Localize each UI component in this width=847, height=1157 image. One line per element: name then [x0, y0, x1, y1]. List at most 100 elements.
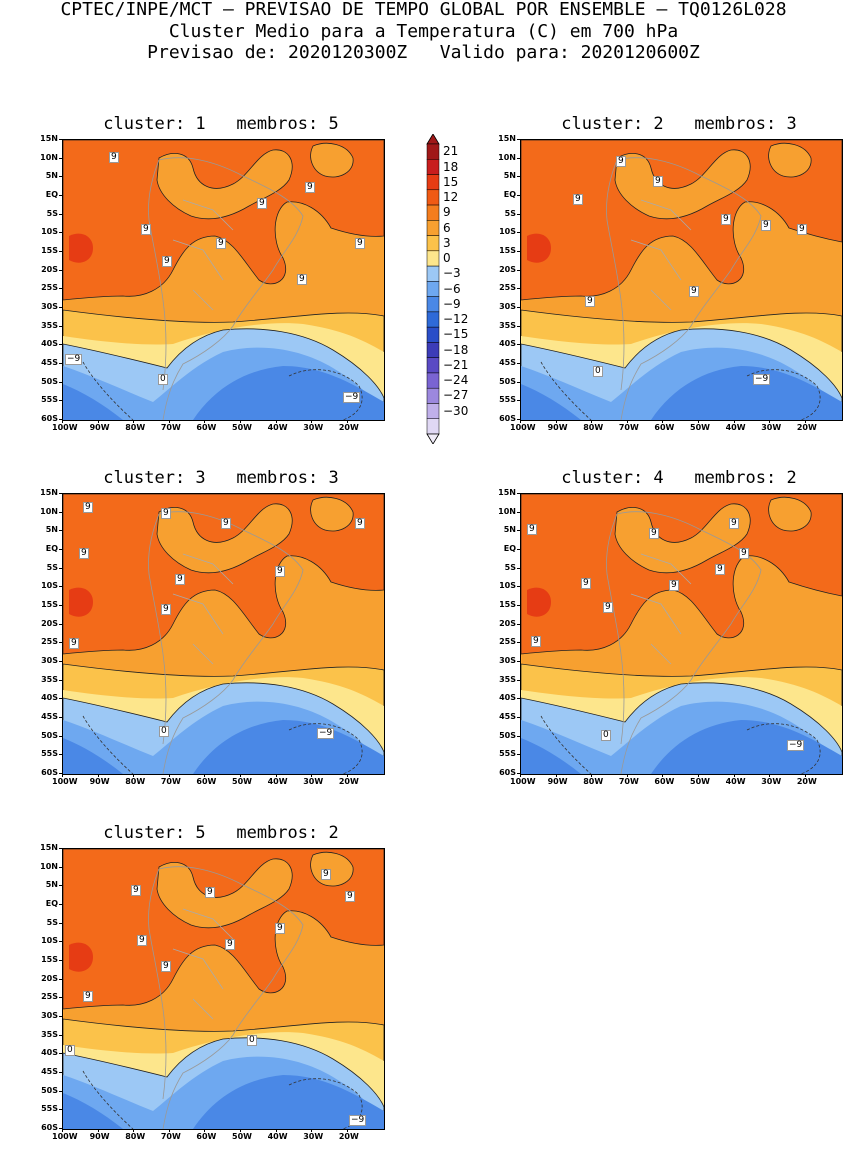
- lat-label: 25S: [499, 637, 516, 647]
- lat-label: 5S: [504, 208, 516, 218]
- lon-tick: [555, 420, 557, 423]
- lat-label: 10N: [40, 152, 58, 162]
- colorbar-level: −24: [443, 373, 469, 388]
- lat-tick: [59, 549, 62, 550]
- lat-tick: [59, 139, 62, 140]
- lat-label: 45S: [499, 358, 516, 367]
- contour-label: 9: [221, 518, 231, 529]
- lat-label: 5N: [45, 171, 58, 181]
- contour-label: 9: [305, 182, 315, 193]
- contour-label: −9: [753, 374, 771, 385]
- lat-tick: [59, 307, 62, 308]
- contour-label: 9: [137, 935, 147, 946]
- panel-title-2: cluster: 2 membros: 3: [561, 114, 797, 134]
- lat-tick: [59, 922, 62, 924]
- lat-tick: [59, 325, 62, 327]
- colorbar-level: −27: [443, 388, 469, 403]
- lon-tick: [275, 420, 277, 423]
- lat-tick: [517, 157, 520, 159]
- lat-tick: [517, 567, 520, 569]
- lat-label: 45S: [41, 712, 58, 721]
- lat-tick: [517, 773, 520, 774]
- contour-label: 9: [355, 238, 365, 249]
- lat-tick: [59, 661, 62, 662]
- contour-label: 9: [109, 152, 119, 163]
- lat-tick: [59, 1072, 62, 1073]
- contour-label: 9: [257, 198, 267, 209]
- map-field: [521, 494, 842, 774]
- lon-label: 70W: [160, 1132, 181, 1141]
- contour-label: 9: [141, 224, 151, 235]
- lat-tick: [517, 698, 520, 700]
- lat-tick: [517, 735, 520, 737]
- lat-tick: [517, 493, 520, 494]
- lat-label: 10N: [498, 152, 516, 162]
- lat-label: 10N: [40, 861, 58, 871]
- lat-label: 15S: [41, 600, 58, 609]
- lon-label: 90W: [89, 423, 110, 432]
- contour-label: 9: [761, 220, 771, 231]
- contour-label: 9: [345, 891, 355, 902]
- lat-tick: [59, 848, 62, 849]
- map-field: [521, 140, 842, 420]
- lon-tick: [769, 774, 771, 777]
- lat-tick: [517, 511, 520, 513]
- lon-label: 70W: [618, 423, 639, 432]
- lon-tick: [133, 774, 135, 777]
- colorbar-swatch: [426, 143, 440, 160]
- lat-label: 40S: [41, 693, 58, 703]
- lon-tick: [133, 420, 135, 423]
- lat-tick: [59, 735, 62, 737]
- lat-label: 5N: [45, 880, 58, 890]
- lat-label: 30S: [41, 1011, 58, 1020]
- contour-label: 9: [653, 176, 663, 187]
- lat-label: 60S: [499, 414, 516, 423]
- colorbar-swatch: [426, 372, 440, 389]
- contour-label: 9: [649, 528, 659, 539]
- lon-tick: [133, 1129, 135, 1132]
- lat-tick: [517, 605, 520, 606]
- lon-tick: [275, 774, 277, 777]
- lon-label: 60W: [196, 423, 217, 432]
- lon-tick: [97, 1129, 99, 1132]
- lat-tick: [59, 288, 62, 290]
- colorbar-swatch: [426, 250, 440, 267]
- lat-tick: [59, 773, 62, 774]
- lat-tick: [59, 419, 62, 420]
- lat-tick: [59, 1053, 62, 1055]
- contour-label: −9: [349, 1115, 367, 1126]
- lat-label: 20S: [499, 264, 516, 274]
- colorbar-level: 6: [443, 220, 451, 235]
- lon-tick: [698, 774, 699, 777]
- map-field: [63, 140, 384, 420]
- colorbar-swatch: [426, 418, 440, 435]
- contour-label: 9: [797, 224, 807, 235]
- lon-label: 100W: [510, 423, 536, 432]
- lat-label: 35S: [499, 674, 516, 684]
- lat-tick: [517, 549, 520, 550]
- contour-label: 9: [161, 508, 171, 519]
- lat-label: 15N: [40, 843, 58, 852]
- lat-tick: [59, 1016, 62, 1017]
- lon-tick: [62, 1129, 63, 1132]
- lat-tick: [59, 400, 62, 402]
- lon-label: 30W: [303, 1132, 324, 1141]
- colorbar-level: 9: [443, 205, 451, 220]
- lat-tick: [517, 363, 520, 364]
- lat-tick: [517, 213, 520, 215]
- lon-label: 50W: [232, 777, 252, 786]
- lon-label: 90W: [547, 777, 568, 786]
- contour-label: 0: [247, 1035, 257, 1046]
- lon-label: 30W: [761, 423, 782, 432]
- lon-tick: [346, 774, 348, 777]
- lat-label: 50S: [499, 376, 516, 386]
- contour-label: −9: [343, 392, 361, 403]
- lat-tick: [517, 642, 520, 644]
- lat-label: 5S: [46, 208, 58, 218]
- lat-tick: [517, 381, 520, 383]
- lon-label: 20W: [796, 423, 817, 432]
- lon-label: 50W: [690, 777, 710, 786]
- lon-label: 90W: [547, 423, 568, 432]
- lon-tick: [769, 420, 771, 423]
- lat-tick: [517, 325, 520, 327]
